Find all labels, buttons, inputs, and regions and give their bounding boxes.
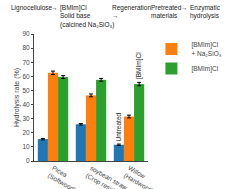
svg-text:Lignocellulose: Lignocellulose (11, 4, 53, 12)
svg-text:Willow(Hardwood): Willow(Hardwood) (122, 164, 160, 189)
svg-text:20: 20 (22, 129, 30, 136)
svg-text:30: 30 (22, 115, 30, 122)
svg-text:Hydrolysis rate (%): Hydrolysis rate (%) (13, 68, 21, 127)
svg-text:Untreated: Untreated (115, 113, 122, 142)
svg-text:[BMIm]Cl: [BMIm]Cl (135, 52, 143, 79)
svg-text:Pretreatedmaterials: Pretreatedmaterials (151, 4, 182, 19)
svg-text:90: 90 (22, 30, 30, 37)
svg-text:soybean straw(Crop residue): soybean straw(Crop residue) (84, 164, 129, 189)
svg-text:40: 40 (22, 101, 30, 108)
svg-text:0: 0 (26, 157, 30, 164)
svg-text:Enzymatichydrolysis: Enzymatichydrolysis (190, 4, 221, 20)
svg-text:50: 50 (22, 87, 30, 94)
svg-text:60: 60 (22, 73, 30, 80)
svg-text:[BMIm]ClSolid base(calcined Na: [BMIm]ClSolid base(calcined Na₂SiO₃) (60, 4, 114, 29)
svg-text:→: → (51, 4, 58, 11)
svg-text:80: 80 (22, 44, 30, 51)
svg-text:70: 70 (22, 58, 30, 65)
svg-text:Regeneration→: Regeneration→ (112, 4, 151, 19)
svg-text:[BMIm]Cl: [BMIm]Cl (191, 65, 218, 73)
svg-text:[BMIm]Cl+ Na₂SiO₃: [BMIm]Cl+ Na₂SiO₃ (191, 41, 221, 56)
svg-text:→: → (181, 4, 188, 11)
svg-text:Picea(Softwood): Picea(Softwood) (46, 164, 81, 189)
svg-text:10: 10 (22, 143, 30, 150)
